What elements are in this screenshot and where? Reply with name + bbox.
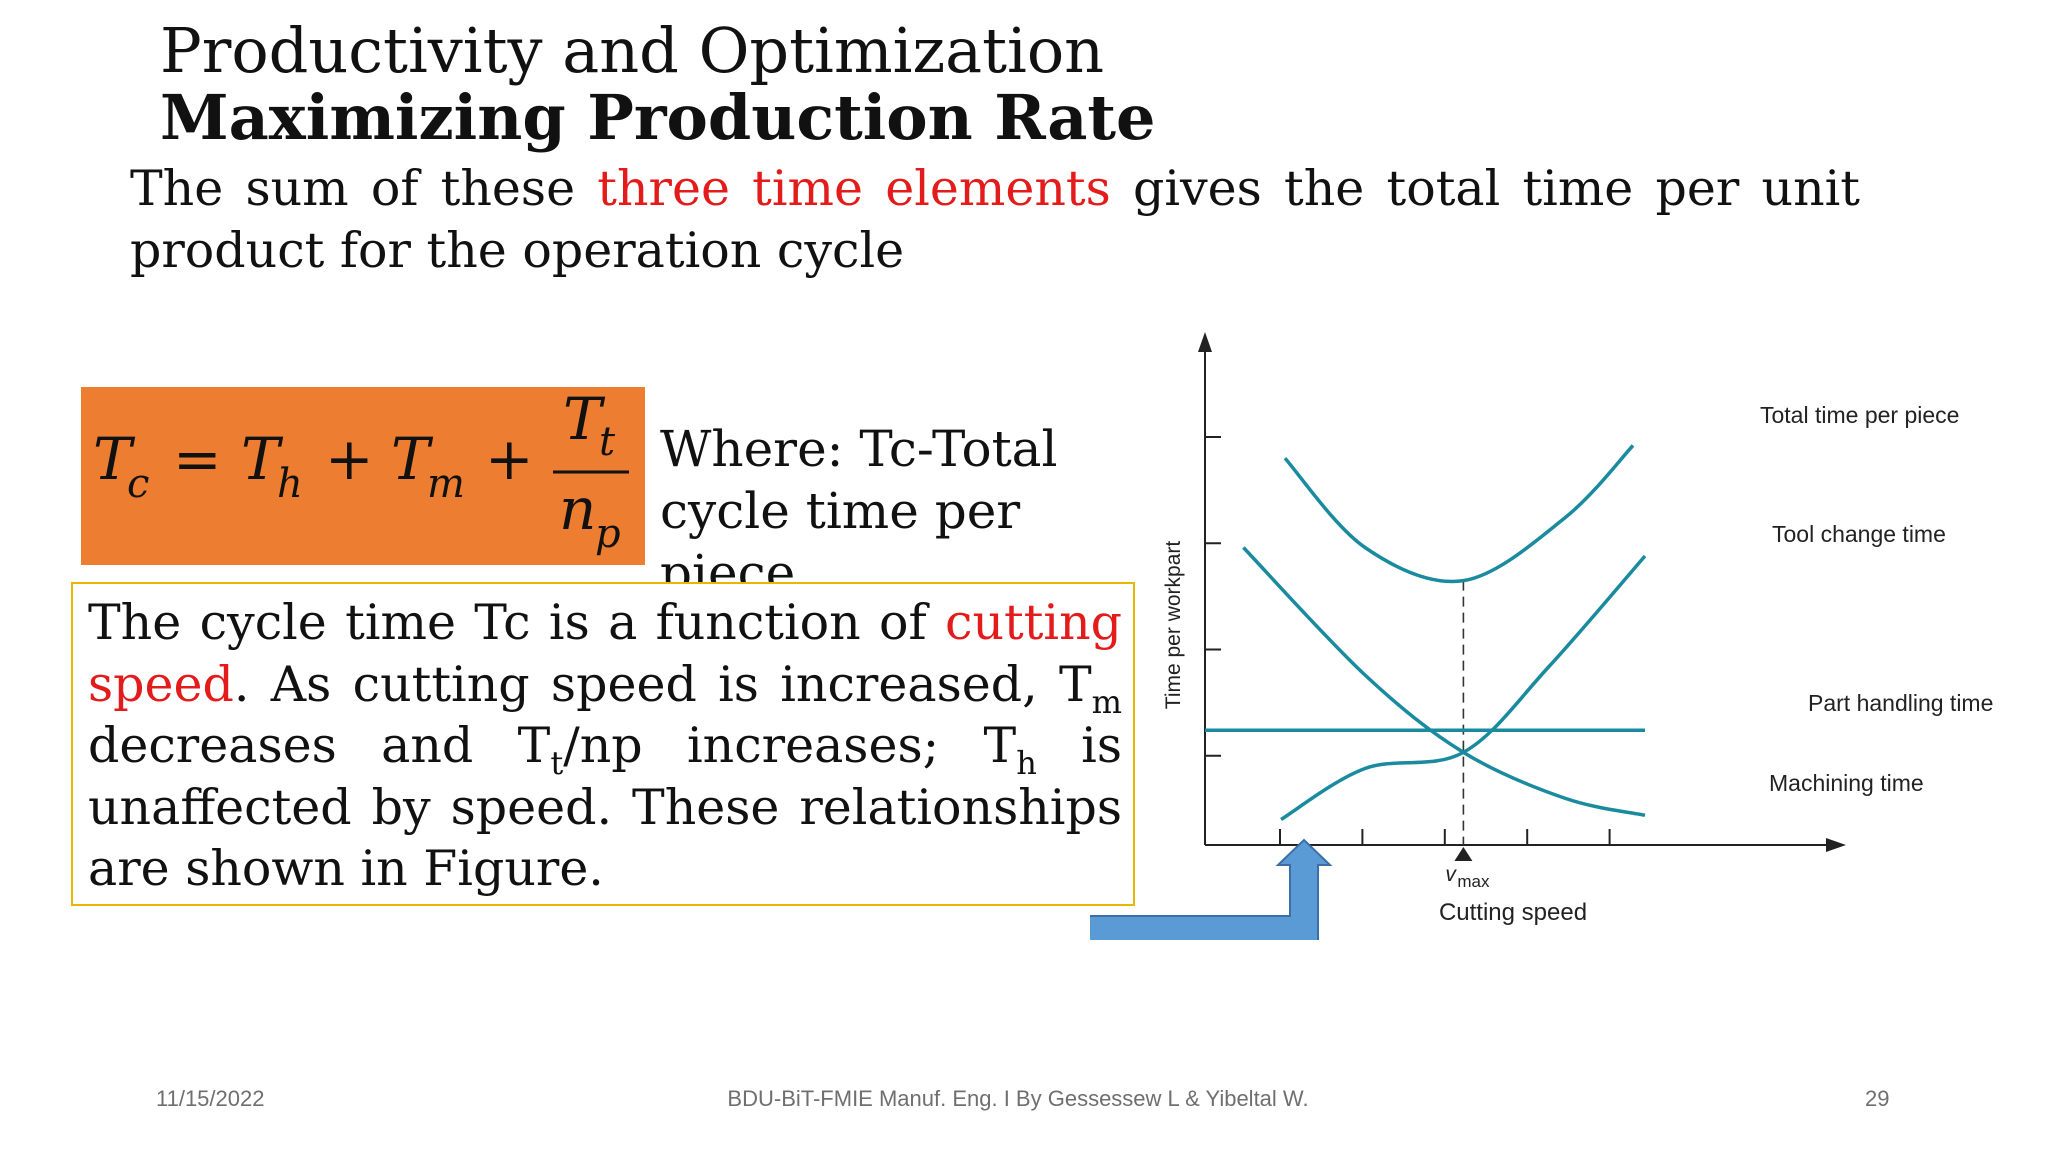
series-label: Part handling time bbox=[1808, 690, 1993, 716]
formula-term2-sub: m bbox=[427, 461, 465, 507]
formula-term1-sub: h bbox=[277, 461, 303, 507]
intro-text-after: gives the total time per unit product fo… bbox=[130, 160, 1860, 279]
formula-num-main: T bbox=[563, 387, 606, 453]
cycle-time-box bbox=[71, 582, 1135, 906]
cycle-text-1: The cycle time Tc is a function of bbox=[88, 594, 946, 651]
slide-subtitle: Maximizing Production Rate bbox=[160, 81, 1156, 154]
slide-title: Productivity and Optimization bbox=[160, 14, 1105, 87]
formula-num-sub: t bbox=[599, 419, 616, 465]
formula-plus-1: + bbox=[325, 425, 374, 493]
where-text: Where: Tc-Total cycle time per piece bbox=[660, 420, 1058, 602]
cycle-text-2: . As cutting speed is increased, T bbox=[233, 655, 1092, 713]
cycle-text-3: decreases and T bbox=[88, 717, 551, 774]
cycle-text-4: /np increases; T bbox=[563, 717, 1017, 774]
footer-credit: BDU-BiT-FMIE Manuf. Eng. I By Gessessew … bbox=[727, 1086, 1309, 1111]
intro-highlight: three time elements bbox=[597, 160, 1111, 217]
formula-plus-2: + bbox=[485, 425, 534, 493]
vmax-label: v bbox=[1445, 863, 1457, 886]
subscript-t: t bbox=[550, 744, 564, 782]
series-label: Tool change time bbox=[1772, 521, 1946, 547]
tool-change-curve bbox=[1280, 554, 1647, 821]
cycle-time-formula: T c = T h + T m + T t n p bbox=[93, 387, 629, 557]
footer-date: 11/15/2022 bbox=[156, 1086, 265, 1111]
formula-den-sub: p bbox=[595, 511, 621, 557]
subscript-h: h bbox=[1016, 744, 1037, 782]
pointer-arrow bbox=[1090, 838, 1333, 940]
vmax-marker bbox=[1454, 847, 1473, 861]
series-label: Machining time bbox=[1769, 770, 1924, 796]
formula-term1-main: T bbox=[241, 425, 284, 493]
formula-den-main: n bbox=[559, 475, 596, 543]
y-axis-label: Time per workpart bbox=[1162, 541, 1185, 710]
y-axis-arrowhead bbox=[1198, 332, 1212, 352]
formula-lhs-sub: c bbox=[127, 461, 149, 507]
formula-box bbox=[81, 387, 645, 565]
series-label: Total time per piece bbox=[1760, 402, 1959, 428]
x-axis-arrowhead bbox=[1826, 838, 1846, 852]
time-vs-speed-chart: Total time per piece Tool change time Part… bbox=[1090, 332, 1993, 940]
formula-lhs-main: T bbox=[93, 425, 136, 493]
cycle-highlight: cutting speed bbox=[88, 594, 1122, 713]
subscript-m: m bbox=[1091, 682, 1122, 721]
machining-time-curve bbox=[1242, 546, 1646, 817]
x-axis-label: Cutting speed bbox=[1439, 899, 1587, 926]
formula-term2-main: T bbox=[391, 425, 434, 493]
page-number: 29 bbox=[1865, 1086, 1890, 1111]
intro-text-before: The sum of these bbox=[130, 160, 598, 217]
vmax-label-sub: max bbox=[1457, 872, 1490, 891]
intro-paragraph: The sum of these three time elements giv… bbox=[130, 158, 1860, 282]
cycle-time-paragraph: The cycle time Tc is a function of cutti… bbox=[88, 592, 1122, 900]
total-time-curve bbox=[1283, 444, 1635, 584]
cycle-text-5: is unaffected by speed. These relationsh… bbox=[88, 717, 1122, 897]
formula-equals: = bbox=[173, 425, 222, 493]
